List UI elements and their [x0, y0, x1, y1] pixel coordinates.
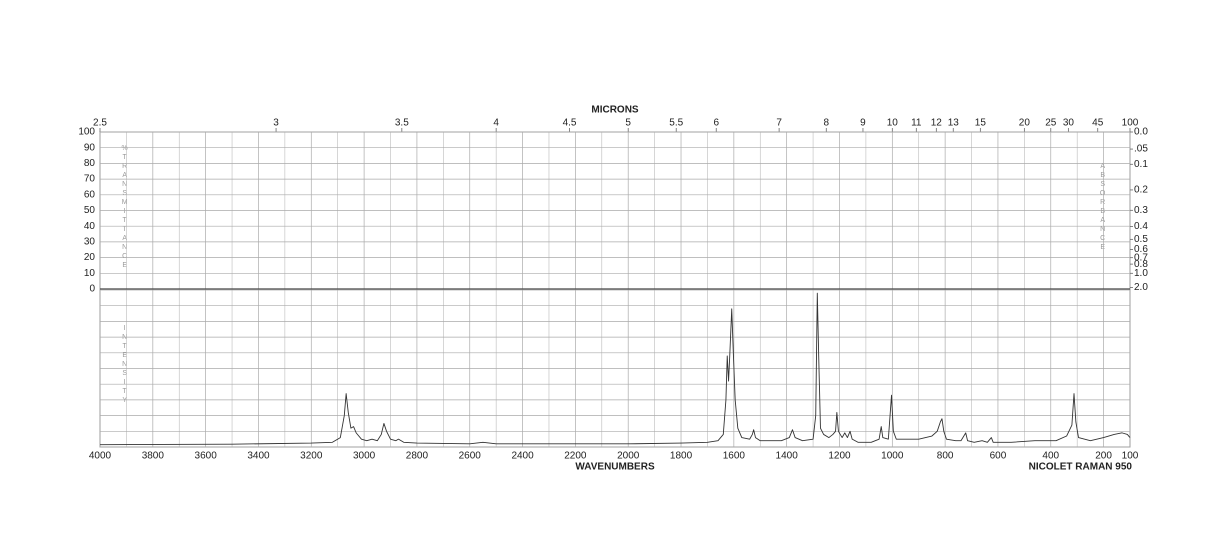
y2-tick-label: 0.3 — [1134, 205, 1148, 216]
x-tick-label: 3600 — [195, 451, 218, 462]
y2-tick-label: 0.2 — [1134, 185, 1148, 196]
x-tick-label: 2400 — [511, 451, 534, 462]
y2-tick-label: 0.6 — [1134, 244, 1148, 255]
x-tick-label: 3000 — [353, 451, 376, 462]
y-tick-label: 40 — [84, 221, 96, 232]
x-tick-label: 2000 — [617, 451, 640, 462]
x2-tick-label: 100 — [1122, 118, 1139, 129]
x2-tick-label: 7 — [776, 118, 782, 129]
y-tick-label: 0 — [89, 284, 95, 295]
y2-tick-label: .05 — [1134, 144, 1148, 155]
x2-tick-label: 20 — [1019, 118, 1031, 129]
x-tick-label: 2600 — [459, 451, 482, 462]
x2-tick-label: 4 — [493, 118, 499, 129]
x-tick-label: 1600 — [723, 451, 746, 462]
x2-tick-label: 5 — [625, 118, 631, 129]
x2-tick-label: 3 — [273, 118, 279, 129]
x2-tick-label: 5.5 — [669, 118, 683, 129]
x-tick-label: 600 — [990, 451, 1007, 462]
x2-tick-label: 12 — [931, 118, 943, 129]
x2-tick-label: 10 — [887, 118, 899, 129]
x2-tick-label: 11 — [911, 118, 922, 129]
y-tick-label: 60 — [84, 189, 96, 200]
y2-tick-label: 0.8 — [1134, 259, 1148, 270]
x-tick-label: 3200 — [300, 451, 323, 462]
y2-axis-title: ABSORBANCE — [1099, 163, 1106, 253]
y-axis-title: %TRANSMITTANCE — [121, 145, 128, 271]
x2-tick-label: 2.5 — [93, 118, 107, 129]
x-tick-label: 1200 — [828, 451, 851, 462]
x-tick-label: 2800 — [406, 451, 429, 462]
y2-tick-label: 2.0 — [1134, 282, 1148, 293]
x-tick-label: 800 — [937, 451, 954, 462]
x-tick-label: 2200 — [564, 451, 587, 462]
x-tick-label: 1000 — [881, 451, 904, 462]
x2-tick-label: 25 — [1045, 118, 1057, 129]
y2-tick-label: 0.4 — [1134, 221, 1148, 232]
y-tick-label: 80 — [84, 158, 96, 169]
y-tick-label: 30 — [84, 237, 96, 248]
x2-tick-label: 3.5 — [395, 118, 409, 129]
y-tick-label: 20 — [84, 252, 96, 263]
y2-tick-label: 1.0 — [1134, 268, 1148, 279]
y2-tick-label: 0.0 — [1134, 127, 1148, 138]
spectrum-line — [99, 292, 1131, 446]
x2-tick-label: 8 — [824, 118, 830, 129]
x-tick-label: 1400 — [776, 451, 799, 462]
x-tick-label: 3800 — [142, 451, 165, 462]
x-tick-label: 4000 — [89, 451, 112, 462]
x-tick-label: 100 — [1122, 451, 1139, 462]
y-tick-label: 50 — [84, 205, 96, 216]
x2-axis-title: MICRONS — [591, 105, 639, 116]
y2-tick-label: 0.5 — [1134, 234, 1148, 245]
y2-tick-label: 0.1 — [1134, 159, 1148, 170]
y-tick-label: 70 — [84, 174, 96, 185]
intensity-axis-title: INTENSITY — [121, 325, 128, 406]
x2-tick-label: 45 — [1092, 118, 1104, 129]
y-tick-label: 90 — [84, 142, 96, 153]
x-axis-title: WAVENUMBERS — [575, 462, 655, 473]
x-tick-label: 200 — [1095, 451, 1112, 462]
y-tick-label: 10 — [84, 268, 96, 279]
x-tick-label: 3400 — [247, 451, 270, 462]
x2-tick-label: 30 — [1063, 118, 1075, 129]
x2-tick-label: 4.5 — [563, 118, 577, 129]
x-tick-label: 1800 — [670, 451, 693, 462]
x2-tick-label: 15 — [975, 118, 987, 129]
instrument-note: NICOLET RAMAN 950 — [1029, 462, 1133, 473]
x2-tick-label: 13 — [948, 118, 960, 129]
y-tick-label: 100 — [78, 127, 95, 138]
x2-tick-label: 6 — [713, 118, 719, 129]
x2-tick-label: 9 — [860, 118, 866, 129]
x-tick-label: 400 — [1042, 451, 1059, 462]
y2-tick-label: 0.7 — [1134, 252, 1148, 263]
